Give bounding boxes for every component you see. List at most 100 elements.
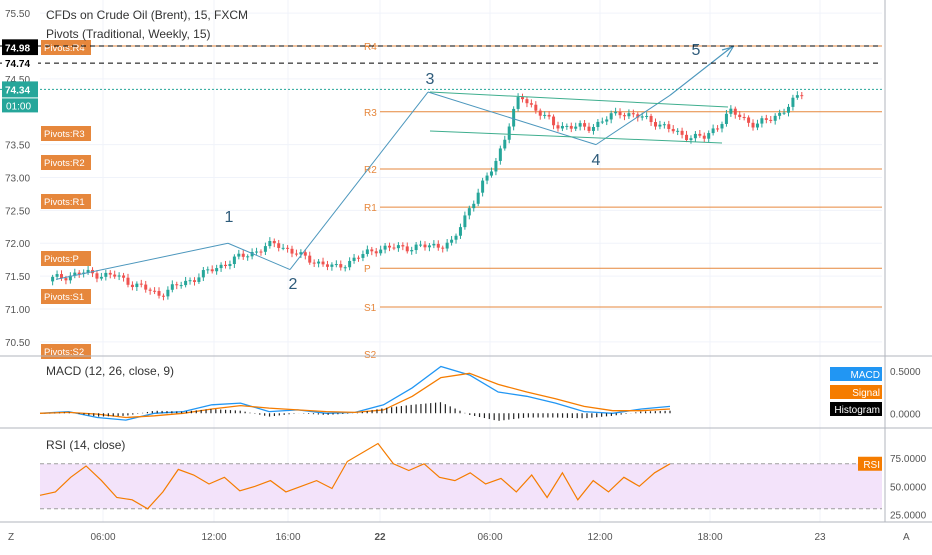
wave-segment: [55, 242, 229, 280]
pivot-line-label: S1: [364, 303, 377, 314]
candle-body: [59, 274, 63, 279]
candle-body: [197, 277, 201, 282]
candle-body: [747, 117, 751, 123]
candle-body: [427, 245, 431, 248]
candle-body: [122, 275, 126, 278]
candle-body: [605, 119, 609, 122]
candle-body: [148, 289, 152, 291]
candle-body: [693, 133, 697, 139]
candle-body: [689, 138, 693, 141]
candle-body: [671, 128, 675, 132]
wave-label-3: 3: [426, 71, 435, 88]
candle-body: [259, 251, 263, 253]
axes: 75.5075.0074.5073.5073.0072.5072.0071.50…: [0, 0, 932, 543]
price-tick-label: 74.50: [5, 75, 30, 86]
candle-body: [161, 295, 165, 297]
candle-body: [423, 244, 427, 248]
candle-body: [525, 99, 529, 104]
candle-body: [392, 247, 396, 249]
candle-body: [108, 272, 112, 275]
candle-body: [144, 284, 148, 290]
candle-body: [51, 276, 55, 282]
pivot-line-label: R4: [364, 42, 377, 53]
candle-body: [751, 122, 755, 128]
candle-body: [321, 261, 325, 265]
auto-scale-button: A: [903, 532, 910, 543]
candle-body: [64, 278, 68, 281]
candle-body: [547, 114, 551, 117]
candle-body: [272, 240, 276, 244]
candle-body: [680, 130, 684, 135]
candle-body: [685, 134, 689, 141]
candle-body: [263, 246, 267, 252]
candle-body: [215, 268, 219, 272]
price-tick-label: 72.00: [5, 239, 30, 250]
candle-body: [436, 243, 440, 248]
candle-body: [724, 113, 728, 124]
candle-body: [755, 123, 759, 128]
rsi-title[interactable]: RSI (14, close): [46, 438, 126, 452]
candle-body: [339, 264, 343, 268]
pivot-badge-bg: [41, 40, 91, 55]
elliott-waves: 1 2 3 4 5: [55, 42, 735, 293]
candle-body: [512, 108, 516, 127]
pivot-levels: R4R3R2R1PS1S2Pivots:R4Pivots:R3Pivots:R2…: [40, 40, 882, 361]
price-tick-label: 71.00: [5, 305, 30, 316]
candle-body: [237, 253, 241, 257]
pivots-indicator-title[interactable]: Pivots (Traditional, Weekly, 15): [46, 27, 211, 41]
candle-body: [716, 128, 720, 130]
price-tick-label: 72.50: [5, 206, 30, 217]
wave-label-1: 1: [225, 209, 234, 226]
candle-body: [68, 275, 72, 281]
candle-body: [609, 113, 613, 120]
candle-body: [614, 111, 618, 114]
pivot-line-label: R2: [364, 165, 377, 176]
candle-body: [707, 133, 711, 139]
pivot-badge-r4: Pivots:R4: [44, 43, 85, 54]
candle-body: [529, 103, 533, 105]
signal-line: [39, 372, 671, 419]
candle-body: [498, 148, 502, 161]
candle-body: [538, 110, 542, 116]
candle-body: [667, 124, 671, 129]
pivot-badge-r1: Pivots:R1: [44, 197, 85, 208]
candle-body: [414, 244, 418, 251]
candle-body: [210, 269, 214, 272]
candle-body: [485, 175, 489, 181]
candle-body: [676, 130, 680, 132]
pivot-badge-bg: [41, 289, 91, 304]
rsi-pane: 75.0000 50.0000 25.0000 RSI: [39, 442, 927, 521]
candle-body: [600, 121, 604, 123]
price-tick-label: 71.50: [5, 272, 30, 283]
candle-body: [640, 116, 644, 118]
countdown-label: 01:00: [6, 101, 31, 112]
macd-legend-bg: [830, 402, 882, 416]
candle-body: [299, 252, 303, 255]
candle-body: [228, 264, 232, 267]
wave-segment: [289, 91, 429, 270]
time-tick-label: 06:00: [90, 532, 115, 543]
candle-body: [388, 245, 392, 248]
candle-body: [583, 123, 587, 127]
candle-body: [117, 275, 121, 277]
price-tick-label: 75.50: [5, 9, 30, 20]
candle-body: [534, 104, 538, 111]
pivot-badge-bg: [41, 155, 91, 170]
candle-body: [658, 124, 662, 127]
candle-body: [405, 246, 409, 252]
candle-body: [627, 113, 631, 117]
price-tick-label: 73.00: [5, 174, 30, 185]
candle-body: [720, 123, 724, 129]
candle-body: [130, 284, 134, 288]
macd-legend-histogram: Histogram: [834, 405, 880, 416]
macd-title[interactable]: MACD (12, 26, close, 9): [46, 364, 175, 378]
timezone-button: Z: [8, 532, 14, 543]
last-price-label: 74.98: [5, 43, 30, 54]
candle-body: [232, 256, 236, 265]
candle-body: [175, 284, 179, 286]
candle-body: [565, 125, 569, 127]
candle-body: [654, 122, 658, 127]
candle-body: [481, 180, 485, 193]
